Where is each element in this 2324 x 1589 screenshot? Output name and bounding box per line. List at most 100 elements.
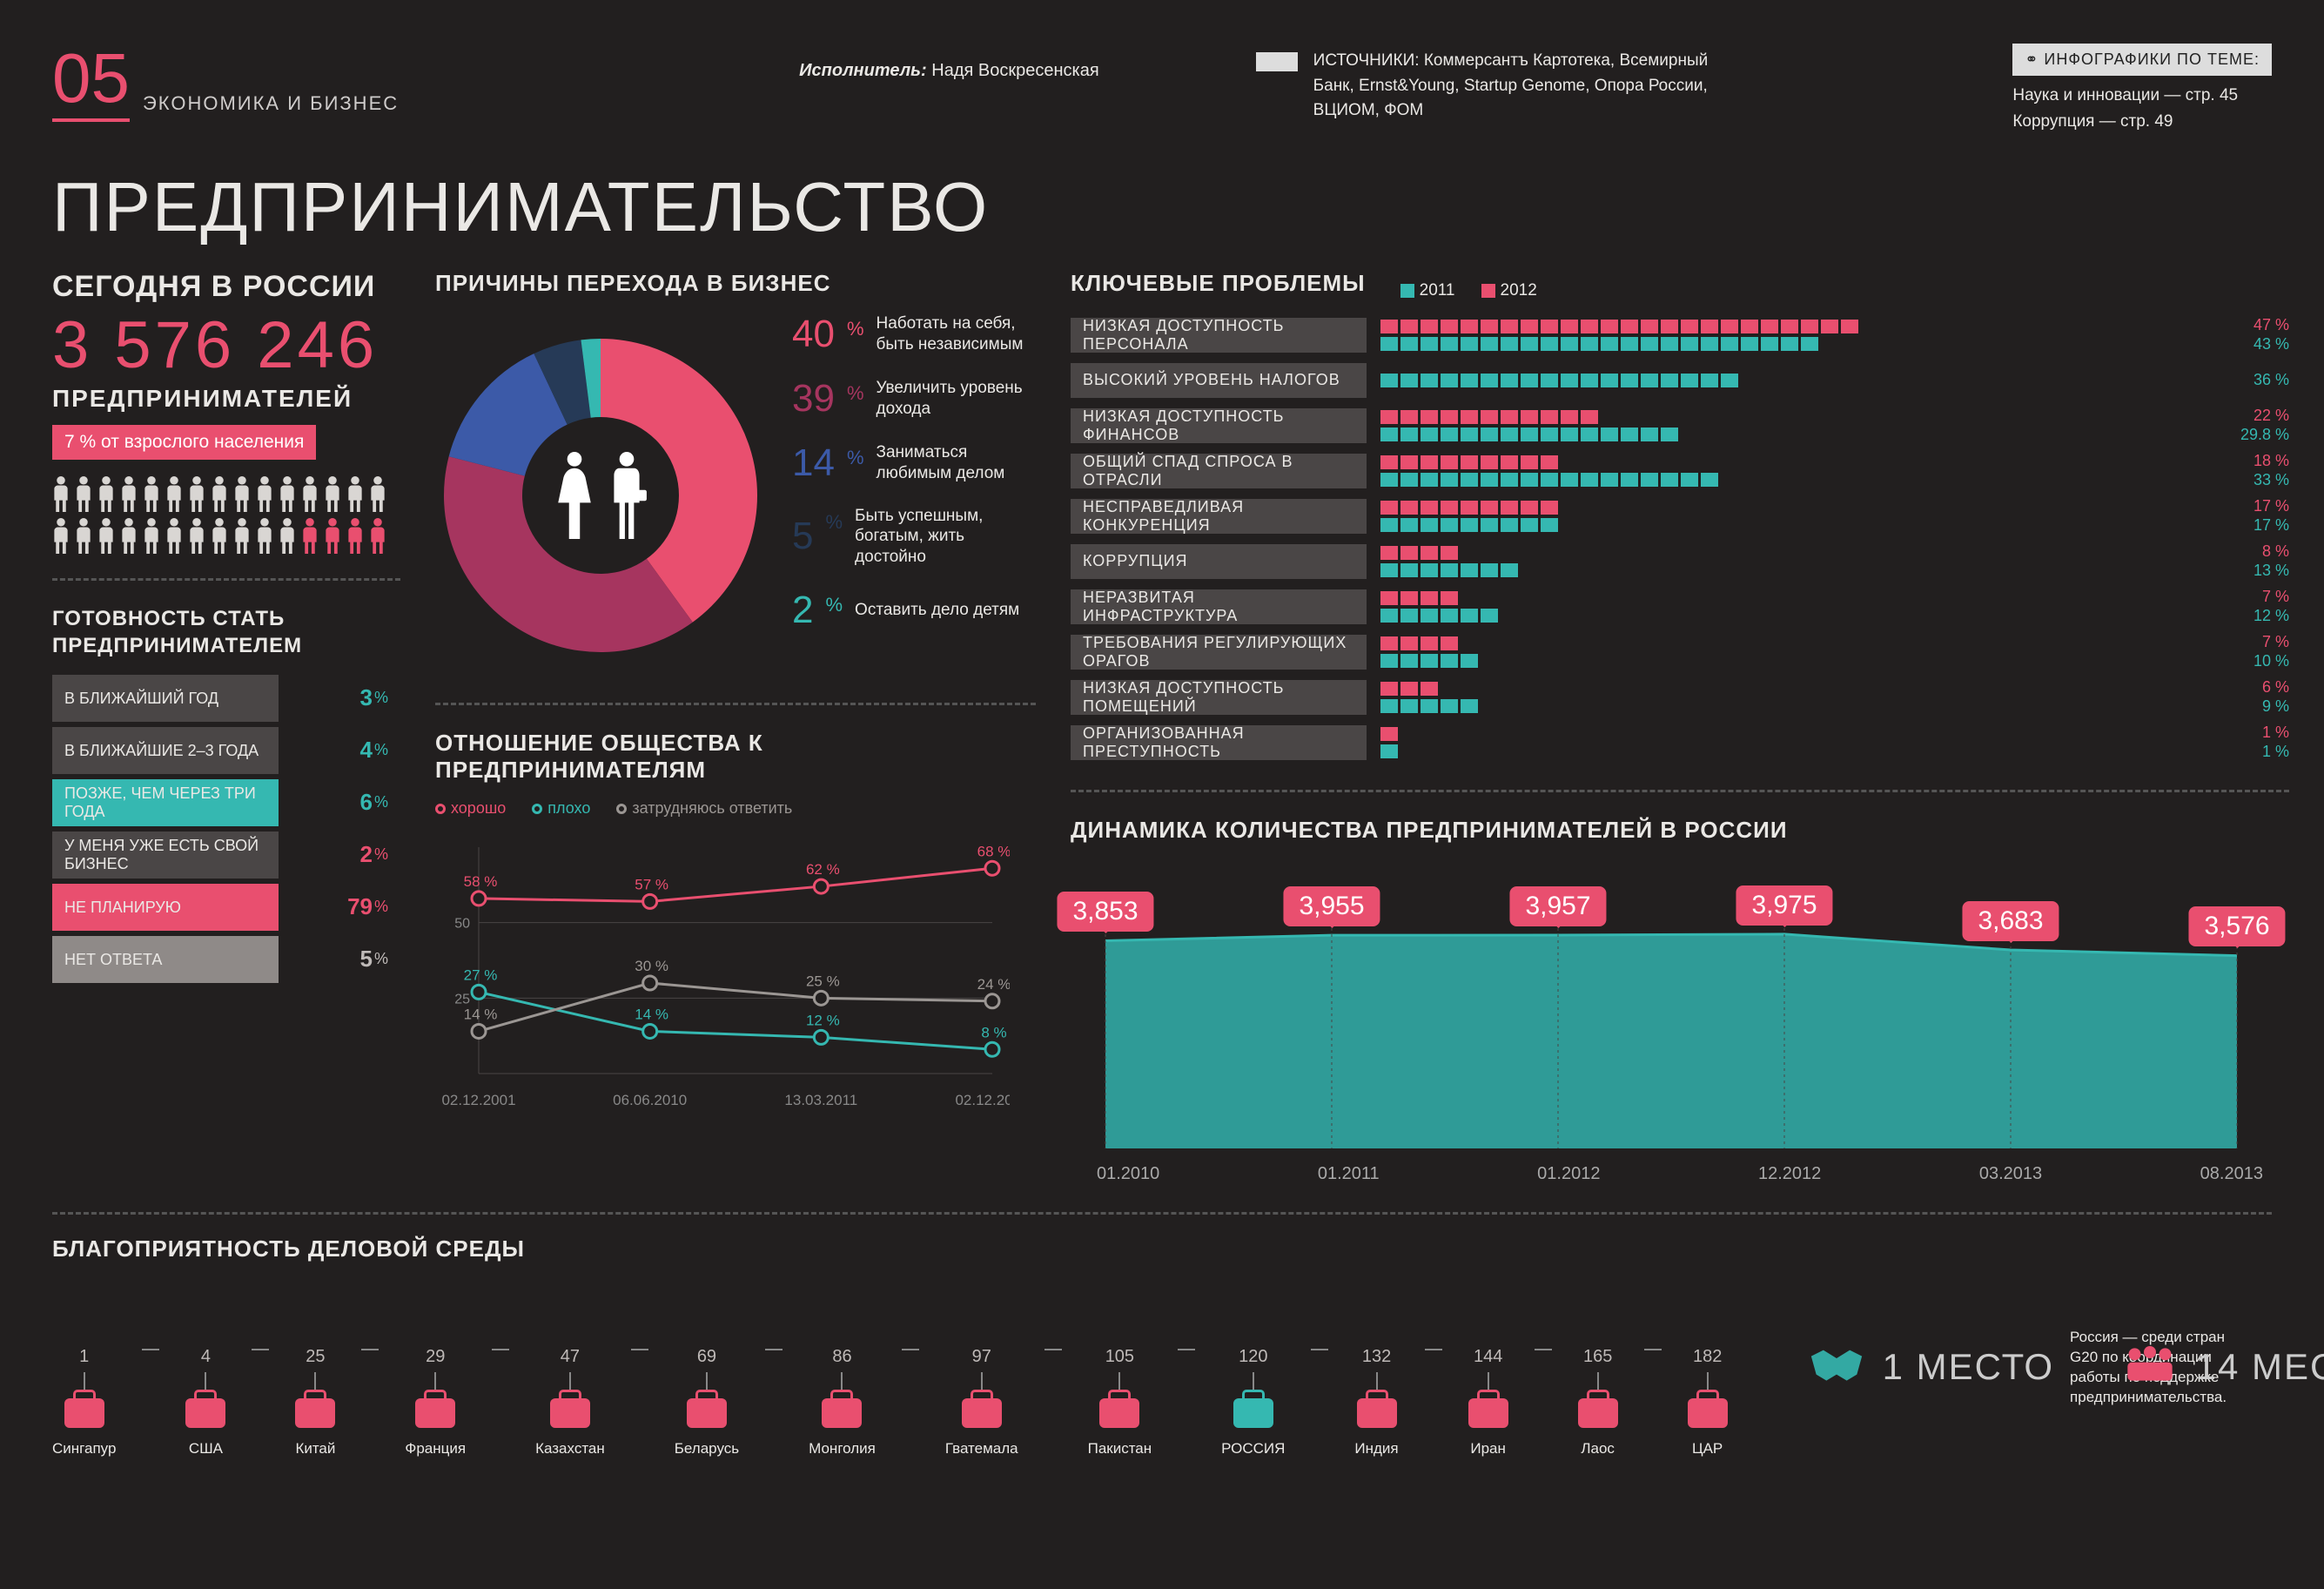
problem-values: 1 %1 % [2193,724,2289,761]
readiness-row: В БЛИЖАЙШИЙ ГОД 3 % [52,675,400,722]
problem-values: 36 % [2193,371,2289,390]
donut-center-icons [531,426,670,565]
reasons-title: ПРИЧИНЫ ПЕРЕХОДА В БИЗНЕС [435,270,1036,297]
readiness-label: НЕТ ОТВЕТА [52,936,279,983]
svg-text:13.03.2011: 13.03.2011 [784,1092,857,1108]
rank-item: 132 Индия [1354,1347,1398,1458]
readiness-label: НЕ ПЛАНИРУЮ [52,884,279,931]
svg-text:24 %: 24 % [977,975,1010,992]
svg-text:30 %: 30 % [635,958,668,974]
separator [435,703,1036,705]
reasons-legend: 40% Наботать на себя, быть независимым 3… [792,313,1036,632]
svg-text:68 %: 68 % [977,843,1010,859]
attitude-legend-item: плохо [532,799,590,818]
person-icon [301,475,319,512]
reasons-legend-item: 5% Быть успешным, богатым, жить достойно [792,506,1036,568]
related-badge: ⚭ ИНФОГРАФИКИ ПО ТЕМЕ: [2012,44,2272,76]
problem-values: 47 %43 % [2193,316,2289,353]
problem-label: НЕСПРАВЕДЛИВАЯ КОНКУРЕНЦИЯ [1071,499,1367,534]
person-icon [324,475,341,512]
person-icon [279,517,296,554]
ranking-title: БЛАГОПРИЯТНОСТЬ ДЕЛОВОЙ СРЕДЫ [52,1236,2272,1262]
dynamics-bubble: 3,853 [1057,892,1153,932]
attitude-chart: 255002.12.200106.06.201013.03.201102.12.… [435,830,1010,1117]
person-icon [369,475,386,512]
readiness-title: ГОТОВНОСТЬ СТАТЬ ПРЕДПРИНИМАТЕЛЕМ [52,605,400,659]
problem-label: НЕРАЗВИТАЯ ИНФРАСТРУКТУРА [1071,589,1367,624]
related-item: Коррупция — стр. 49 [2012,109,2272,135]
rank-item: 69 Беларусь [675,1347,739,1458]
briefcase-icon [1233,1398,1273,1428]
svg-text:14 %: 14 % [464,1006,498,1022]
readiness-value: 6 % [279,779,400,826]
col-right: КЛЮЧЕВЫЕ ПРОБЛЕМЫ 2011 2012 НИЗКАЯ ДОСТУ… [1071,270,2289,1184]
problems-title: КЛЮЧЕВЫЕ ПРОБЛЕМЫ [1071,270,1366,297]
category: ЭКОНОМИКА И БИЗНЕС [143,92,399,122]
dynamics-bubble: 3,576 [2188,906,2285,946]
problem-values: 18 %33 % [2193,452,2289,489]
related-links: ⚭ ИНФОГРАФИКИ ПО ТЕМЕ: Наука и инновации… [2012,44,2272,136]
person-icon [188,517,205,554]
problem-row: НЕСПРАВЕДЛИВАЯ КОНКУРЕНЦИЯ 17 %17 % [1071,494,2289,539]
rank-item: 4 США [185,1347,225,1458]
reasons-donut [435,330,766,661]
briefcase-icon [687,1398,727,1428]
svg-text:25: 25 [454,992,470,1007]
problem-label: ТРЕБОВАНИЯ РЕГУЛИРУЮЩИХ ОРАГОВ [1071,635,1367,670]
rank-extra: 1 МЕСТО Россия — среди стран G20 по коор… [1806,1328,2085,1408]
man-icon [605,448,648,543]
sources: ИСТОЧНИКИ: Коммерсантъ Картотека, Всемир… [1256,44,1743,124]
problems-rows: НИЗКАЯ ДОСТУПНОСТЬ ПЕРСОНАЛА 47 %43 % ВЫ… [1071,313,2289,765]
person-icon [52,475,70,512]
readiness-value: 79 % [279,884,400,931]
rank-item: 25 Китай [295,1347,335,1458]
problem-row: ОБЩИЙ СПАД СПРОСА В ОТРАСЛИ 18 %33 % [1071,448,2289,494]
problem-values: 17 %17 % [2193,497,2289,535]
attitude-title: ОТНОШЕНИЕ ОБЩЕСТВА К ПРЕДПРИНИМАТЕЛЯМ [435,730,1036,784]
briefcase-icon [822,1398,862,1428]
header: 05 ЭКОНОМИКА И БИЗНЕС Исполнитель: Надя … [52,44,2272,136]
readiness-label: В БЛИЖАЙШИЙ ГОД [52,675,279,722]
sources-icon [1256,52,1298,71]
readiness-value: 5 % [279,936,400,983]
person-icon [211,517,228,554]
readiness-bars: В БЛИЖАЙШИЙ ГОД 3 % В БЛИЖАЙШИЕ 2–3 ГОДА… [52,675,400,983]
today-block: СЕГОДНЯ В РОССИИ 3 576 246 ПРЕДПРИНИМАТЕ… [52,270,400,554]
problem-label: НИЗКАЯ ДОСТУПНОСТЬ ПЕРСОНАЛА [1071,318,1367,353]
briefcase-icon [962,1398,1002,1428]
problem-row: КОРРУПЦИЯ 8 %13 % [1071,539,2289,584]
problem-values: 7 %10 % [2193,633,2289,670]
person-icon [301,517,319,554]
person-icon [165,517,183,554]
readiness-value: 2 % [279,832,400,879]
person-icon [279,475,296,512]
pct-of-adults: 7 % от взрослого населения [52,425,316,460]
svg-text:8 %: 8 % [981,1024,1006,1040]
readiness-label: ПОЗЖЕ, ЧЕМ ЧЕРЕЗ ТРИ ГОДА [52,779,279,826]
briefcase-icon [1468,1398,1508,1428]
page-number-block: 05 ЭКОНОМИКА И БИЗНЕС [52,44,399,122]
svg-text:02.12.2012: 02.12.2012 [955,1092,1010,1108]
person-icon [143,475,160,512]
people-icons [52,475,400,554]
problem-label: ОБЩИЙ СПАД СПРОСА В ОТРАСЛИ [1071,454,1367,488]
attitude-legend: хорошоплохозатрудняюсь ответить [435,799,1036,818]
rank-item: 97 Гватемала [945,1347,1018,1458]
ranking-section: БЛАГОПРИЯТНОСТЬ ДЕЛОВОЙ СРЕДЫ 1 Сингапур… [52,1212,2272,1458]
problem-values: 7 %12 % [2193,588,2289,625]
rank-item: 182 ЦАР [1688,1347,1728,1458]
person-icon [233,517,251,554]
dynamics-chart: 3,8533,9553,9573,9753,6833,576 [1071,861,2272,1157]
legend-2011 [1400,284,1414,298]
reasons-legend-item: 2% Оставить дело детям [792,589,1036,632]
briefcase-icon [64,1398,104,1428]
problem-label: НИЗКАЯ ДОСТУПНОСТЬ ПОМЕЩЕНИЙ [1071,680,1367,715]
briefcase-icon [1357,1398,1397,1428]
rank-item: 1 Сингапур [52,1347,116,1458]
person-icon [324,517,341,554]
person-icon [256,517,273,554]
problems-legend: 2011 2012 [1400,281,1537,300]
problem-row: НИЗКАЯ ДОСТУПНОСТЬ ПОМЕЩЕНИЙ 6 %9 % [1071,675,2289,720]
rank-item: 47 Казахстан [535,1347,605,1458]
svg-text:12 %: 12 % [806,1012,840,1028]
